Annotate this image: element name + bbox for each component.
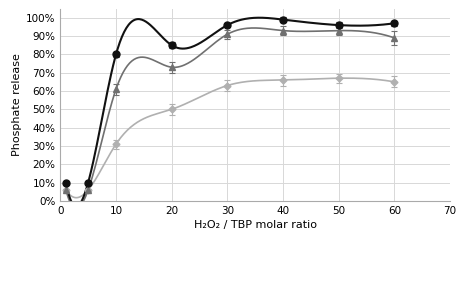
Y-axis label: Phosphate release: Phosphate release bbox=[12, 53, 22, 156]
X-axis label: H₂O₂ / TBP molar ratio: H₂O₂ / TBP molar ratio bbox=[193, 220, 316, 230]
